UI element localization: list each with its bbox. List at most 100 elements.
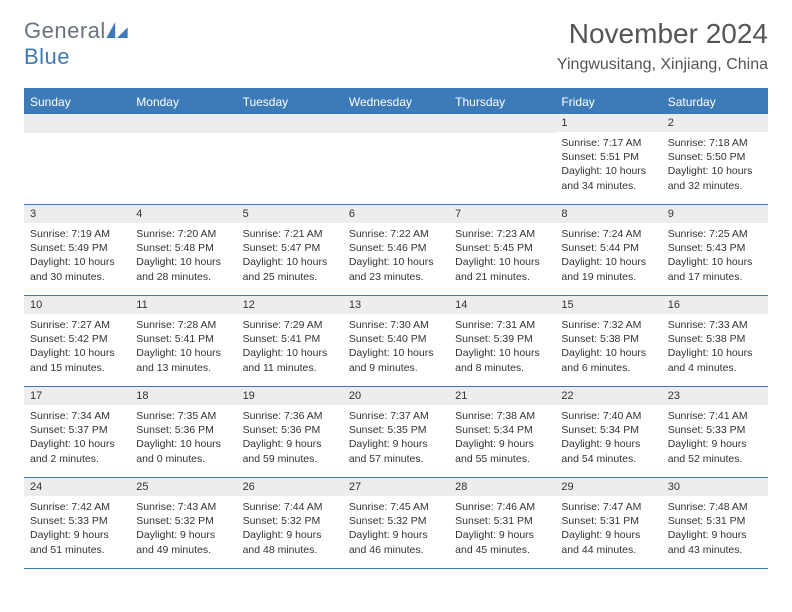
daylight-line-1: Daylight: 10 hours xyxy=(561,346,655,360)
day-header-row: SundayMondayTuesdayWednesdayThursdayFrid… xyxy=(24,90,768,114)
day-number: 27 xyxy=(343,478,449,496)
sunset-line: Sunset: 5:33 PM xyxy=(30,514,124,528)
daylight-line-2: and 59 minutes. xyxy=(243,452,337,466)
calendar: SundayMondayTuesdayWednesdayThursdayFrid… xyxy=(24,88,768,569)
sunrise-line: Sunrise: 7:20 AM xyxy=(136,227,230,241)
header: General Blue November 2024 Yingwusitang,… xyxy=(24,18,768,74)
day-number: 25 xyxy=(130,478,236,496)
daylight-line-2: and 8 minutes. xyxy=(455,361,549,375)
sunrise-line: Sunrise: 7:43 AM xyxy=(136,500,230,514)
calendar-cell: 5Sunrise: 7:21 AMSunset: 5:47 PMDaylight… xyxy=(237,205,343,295)
day-number xyxy=(24,114,130,133)
daylight-line-2: and 13 minutes. xyxy=(136,361,230,375)
day-number: 13 xyxy=(343,296,449,314)
day-number: 9 xyxy=(662,205,768,223)
calendar-cell: 3Sunrise: 7:19 AMSunset: 5:49 PMDaylight… xyxy=(24,205,130,295)
sunset-line: Sunset: 5:34 PM xyxy=(561,423,655,437)
cell-body: Sunrise: 7:29 AMSunset: 5:41 PMDaylight:… xyxy=(237,314,343,381)
daylight-line-1: Daylight: 9 hours xyxy=(561,437,655,451)
day-number: 10 xyxy=(24,296,130,314)
sunset-line: Sunset: 5:43 PM xyxy=(668,241,762,255)
sunrise-line: Sunrise: 7:45 AM xyxy=(349,500,443,514)
day-number: 18 xyxy=(130,387,236,405)
sunset-line: Sunset: 5:45 PM xyxy=(455,241,549,255)
sunrise-line: Sunrise: 7:25 AM xyxy=(668,227,762,241)
brand-text: General Blue xyxy=(24,18,128,70)
daylight-line-2: and 30 minutes. xyxy=(30,270,124,284)
daylight-line-2: and 17 minutes. xyxy=(668,270,762,284)
cell-body: Sunrise: 7:40 AMSunset: 5:34 PMDaylight:… xyxy=(555,405,661,472)
cell-body: Sunrise: 7:19 AMSunset: 5:49 PMDaylight:… xyxy=(24,223,130,290)
cell-body: Sunrise: 7:44 AMSunset: 5:32 PMDaylight:… xyxy=(237,496,343,563)
daylight-line-2: and 25 minutes. xyxy=(243,270,337,284)
day-number: 1 xyxy=(555,114,661,132)
calendar-cell: 10Sunrise: 7:27 AMSunset: 5:42 PMDayligh… xyxy=(24,296,130,386)
sunrise-line: Sunrise: 7:22 AM xyxy=(349,227,443,241)
sunset-line: Sunset: 5:37 PM xyxy=(30,423,124,437)
day-number: 6 xyxy=(343,205,449,223)
brand-part1: General xyxy=(24,18,106,43)
day-header: Friday xyxy=(555,90,661,114)
daylight-line-1: Daylight: 9 hours xyxy=(349,437,443,451)
daylight-line-1: Daylight: 10 hours xyxy=(561,164,655,178)
cell-body: Sunrise: 7:33 AMSunset: 5:38 PMDaylight:… xyxy=(662,314,768,381)
calendar-cell xyxy=(130,114,236,204)
calendar-cell: 25Sunrise: 7:43 AMSunset: 5:32 PMDayligh… xyxy=(130,478,236,568)
daylight-line-2: and 0 minutes. xyxy=(136,452,230,466)
calendar-cell: 12Sunrise: 7:29 AMSunset: 5:41 PMDayligh… xyxy=(237,296,343,386)
daylight-line-1: Daylight: 10 hours xyxy=(136,346,230,360)
cell-body: Sunrise: 7:37 AMSunset: 5:35 PMDaylight:… xyxy=(343,405,449,472)
day-number: 2 xyxy=(662,114,768,132)
cell-body: Sunrise: 7:48 AMSunset: 5:31 PMDaylight:… xyxy=(662,496,768,563)
calendar-cell: 20Sunrise: 7:37 AMSunset: 5:35 PMDayligh… xyxy=(343,387,449,477)
sunset-line: Sunset: 5:48 PM xyxy=(136,241,230,255)
calendar-cell: 28Sunrise: 7:46 AMSunset: 5:31 PMDayligh… xyxy=(449,478,555,568)
day-number: 20 xyxy=(343,387,449,405)
brand-logo: General Blue xyxy=(24,18,128,70)
cell-body: Sunrise: 7:25 AMSunset: 5:43 PMDaylight:… xyxy=(662,223,768,290)
calendar-cell: 6 Sunrise: 7:22 AMSunset: 5:46 PMDaylight… xyxy=(343,205,449,295)
cell-body: Sunrise: 7:28 AMSunset: 5:41 PMDaylight:… xyxy=(130,314,236,381)
sunset-line: Sunset: 5:41 PM xyxy=(243,332,337,346)
day-number: 14 xyxy=(449,296,555,314)
sunrise-line: Sunrise: 7:24 AM xyxy=(561,227,655,241)
day-number: 11 xyxy=(130,296,236,314)
daylight-line-2: and 23 minutes. xyxy=(349,270,443,284)
daylight-line-1: Daylight: 10 hours xyxy=(30,437,124,451)
weeks-container: 1Sunrise: 7:17 AMSunset: 5:51 PMDaylight… xyxy=(24,114,768,569)
brand-sail-icon xyxy=(106,22,128,38)
daylight-line-2: and 32 minutes. xyxy=(668,179,762,193)
sunrise-line: Sunrise: 7:30 AM xyxy=(349,318,443,332)
sunset-line: Sunset: 5:31 PM xyxy=(668,514,762,528)
calendar-cell: 26Sunrise: 7:44 AMSunset: 5:32 PMDayligh… xyxy=(237,478,343,568)
calendar-cell: 9Sunrise: 7:25 AMSunset: 5:43 PMDaylight… xyxy=(662,205,768,295)
calendar-cell: 22Sunrise: 7:40 AMSunset: 5:34 PMDayligh… xyxy=(555,387,661,477)
calendar-cell: 15Sunrise: 7:32 AMSunset: 5:38 PMDayligh… xyxy=(555,296,661,386)
sunset-line: Sunset: 5:38 PM xyxy=(668,332,762,346)
day-number: 12 xyxy=(237,296,343,314)
calendar-cell: 24Sunrise: 7:42 AMSunset: 5:33 PMDayligh… xyxy=(24,478,130,568)
cell-body: Sunrise: 7:38 AMSunset: 5:34 PMDaylight:… xyxy=(449,405,555,472)
sunset-line: Sunset: 5:31 PM xyxy=(455,514,549,528)
sunset-line: Sunset: 5:39 PM xyxy=(455,332,549,346)
day-number: 16 xyxy=(662,296,768,314)
day-number: 22 xyxy=(555,387,661,405)
sunrise-line: Sunrise: 7:48 AM xyxy=(668,500,762,514)
daylight-line-1: Daylight: 9 hours xyxy=(561,528,655,542)
cell-body: Sunrise: 7:17 AMSunset: 5:51 PMDaylight:… xyxy=(555,132,661,199)
calendar-cell: 30Sunrise: 7:48 AMSunset: 5:31 PMDayligh… xyxy=(662,478,768,568)
week-row: 1Sunrise: 7:17 AMSunset: 5:51 PMDaylight… xyxy=(24,114,768,205)
day-header: Thursday xyxy=(449,90,555,114)
sunrise-line: Sunrise: 7:19 AM xyxy=(30,227,124,241)
daylight-line-1: Daylight: 10 hours xyxy=(349,255,443,269)
day-number: 28 xyxy=(449,478,555,496)
day-number: 24 xyxy=(24,478,130,496)
sunset-line: Sunset: 5:46 PM xyxy=(349,241,443,255)
daylight-line-2: and 19 minutes. xyxy=(561,270,655,284)
cell-body: Sunrise: 7:43 AMSunset: 5:32 PMDaylight:… xyxy=(130,496,236,563)
location-label: Yingwusitang, Xinjiang, China xyxy=(557,56,768,74)
day-number: 15 xyxy=(555,296,661,314)
daylight-line-1: Daylight: 9 hours xyxy=(455,528,549,542)
week-row: 3Sunrise: 7:19 AMSunset: 5:49 PMDaylight… xyxy=(24,205,768,296)
daylight-line-2: and 34 minutes. xyxy=(561,179,655,193)
